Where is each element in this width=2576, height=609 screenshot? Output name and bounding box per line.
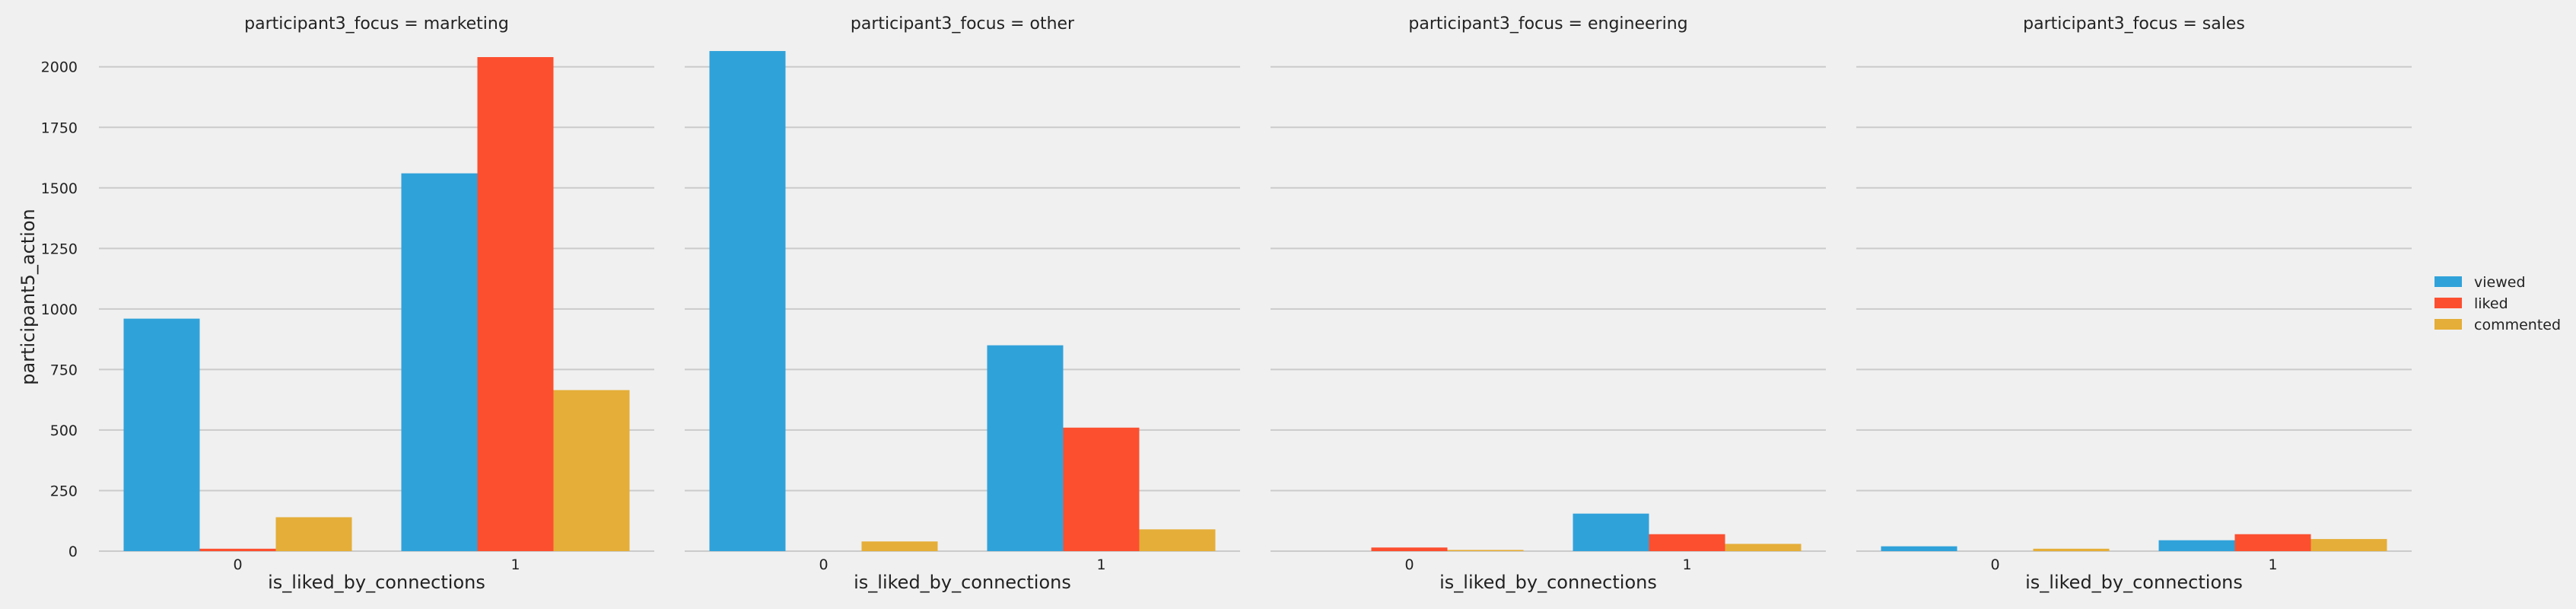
y-tick-label: 1750: [41, 120, 78, 136]
facet-title: participant3_focus = other: [851, 14, 1075, 33]
y-tick-label: 2000: [41, 59, 78, 76]
bar-liked: [477, 56, 554, 551]
bar-commented: [275, 517, 352, 551]
x-axis-label: is_liked_by_connections: [2025, 572, 2243, 593]
facet-panels: participant3_focus = marketing 0 250 500 750…: [41, 14, 2412, 593]
bar-viewed: [123, 318, 200, 551]
x-tick-label: 1: [1682, 556, 1691, 573]
legend-swatch-liked: [2434, 298, 2462, 308]
bar-viewed: [2158, 540, 2235, 551]
legend-label: liked: [2474, 295, 2508, 312]
bar-commented: [2033, 548, 2110, 551]
y-tick-label: 1000: [41, 301, 78, 318]
bar-commented: [861, 541, 938, 551]
facet-title: participant3_focus = sales: [2023, 14, 2245, 33]
bar-viewed: [401, 173, 478, 551]
x-tick-label: 0: [1990, 556, 1999, 573]
legend-label: commented: [2474, 317, 2561, 333]
facet-panel: participant3_focus = marketing 0 250 500 750…: [41, 14, 654, 593]
legend-label: viewed: [2474, 274, 2526, 291]
facet-title: participant3_focus = engineering: [1408, 14, 1687, 33]
x-tick-label: 0: [233, 556, 242, 573]
facet-panel: participant3_focus = sales 0 1 is_liked_by_…: [1856, 14, 2412, 593]
facet-panel: participant3_focus = other 0 1 is_liked_by_…: [685, 14, 1240, 593]
x-axis-label: is_liked_by_connections: [1439, 572, 1657, 593]
bar-liked: [199, 548, 276, 551]
x-tick-label: 1: [1096, 556, 1105, 573]
y-tick-label: 1500: [41, 180, 78, 197]
bar-commented: [1725, 544, 1802, 551]
facet-panel: participant3_focus = engineering 0 1 is_lik…: [1271, 14, 1826, 593]
bar-commented: [553, 390, 630, 551]
y-tick-label: 250: [50, 483, 78, 499]
x-tick-label: 0: [819, 556, 828, 573]
bar-liked: [1063, 427, 1140, 551]
x-tick-label: 1: [2268, 556, 2277, 573]
bar-commented: [2310, 539, 2387, 551]
bar-viewed: [709, 51, 786, 551]
x-axis-label: is_liked_by_connections: [854, 572, 1071, 593]
legend: viewed liked commented: [2434, 274, 2561, 333]
bar-viewed: [1573, 513, 1649, 551]
bar-liked: [1371, 547, 1448, 551]
y-tick-label: 0: [68, 544, 78, 560]
bar-commented: [1139, 529, 1216, 551]
x-axis-label: is_liked_by_connections: [268, 572, 485, 593]
y-tick-label: 750: [50, 362, 78, 378]
bar-liked: [1649, 534, 1725, 551]
y-tick-label: 1250: [41, 241, 78, 257]
facet-title: participant3_focus = marketing: [244, 14, 509, 33]
legend-swatch-commented: [2434, 319, 2462, 330]
x-tick-label: 0: [1404, 556, 1414, 573]
bar-commented: [1447, 550, 1524, 551]
bar-liked: [2234, 534, 2311, 551]
bar-viewed: [1881, 546, 1957, 551]
bar-viewed: [987, 345, 1064, 551]
legend-swatch-viewed: [2434, 276, 2462, 287]
y-axis-label: participant5_action: [17, 209, 39, 384]
x-tick-label: 1: [510, 556, 520, 573]
y-tick-label: 500: [50, 422, 78, 439]
